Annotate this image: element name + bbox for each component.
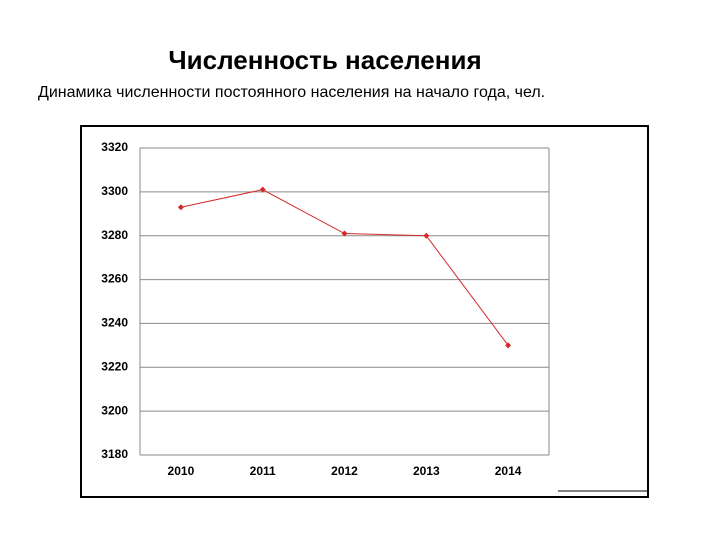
chart-subtitle: Динамика численности постоянного населен… xyxy=(38,84,545,101)
x-tick-label: 2011 xyxy=(250,464,276,478)
data-point xyxy=(341,230,348,237)
data-point xyxy=(423,232,430,239)
y-tick-label: 3280 xyxy=(101,228,128,242)
chart-frame xyxy=(80,125,649,498)
data-point xyxy=(177,204,184,211)
chart-title: Численность населения xyxy=(168,45,481,75)
x-tick-label: 2012 xyxy=(331,464,358,478)
y-tick-label: 3260 xyxy=(101,272,128,286)
y-tick-label: 3200 xyxy=(101,403,128,417)
data-point xyxy=(259,186,266,193)
y-tick-label: 3320 xyxy=(101,140,128,154)
x-tick-label: 2013 xyxy=(413,464,440,478)
x-tick-label: 2010 xyxy=(168,464,195,478)
y-tick-label: 3180 xyxy=(101,447,128,461)
y-tick-label: 3220 xyxy=(101,359,128,373)
y-tick-label: 3300 xyxy=(101,184,128,198)
data-point xyxy=(505,342,512,349)
y-tick-label: 3240 xyxy=(101,316,128,330)
x-tick-label: 2014 xyxy=(495,464,522,478)
